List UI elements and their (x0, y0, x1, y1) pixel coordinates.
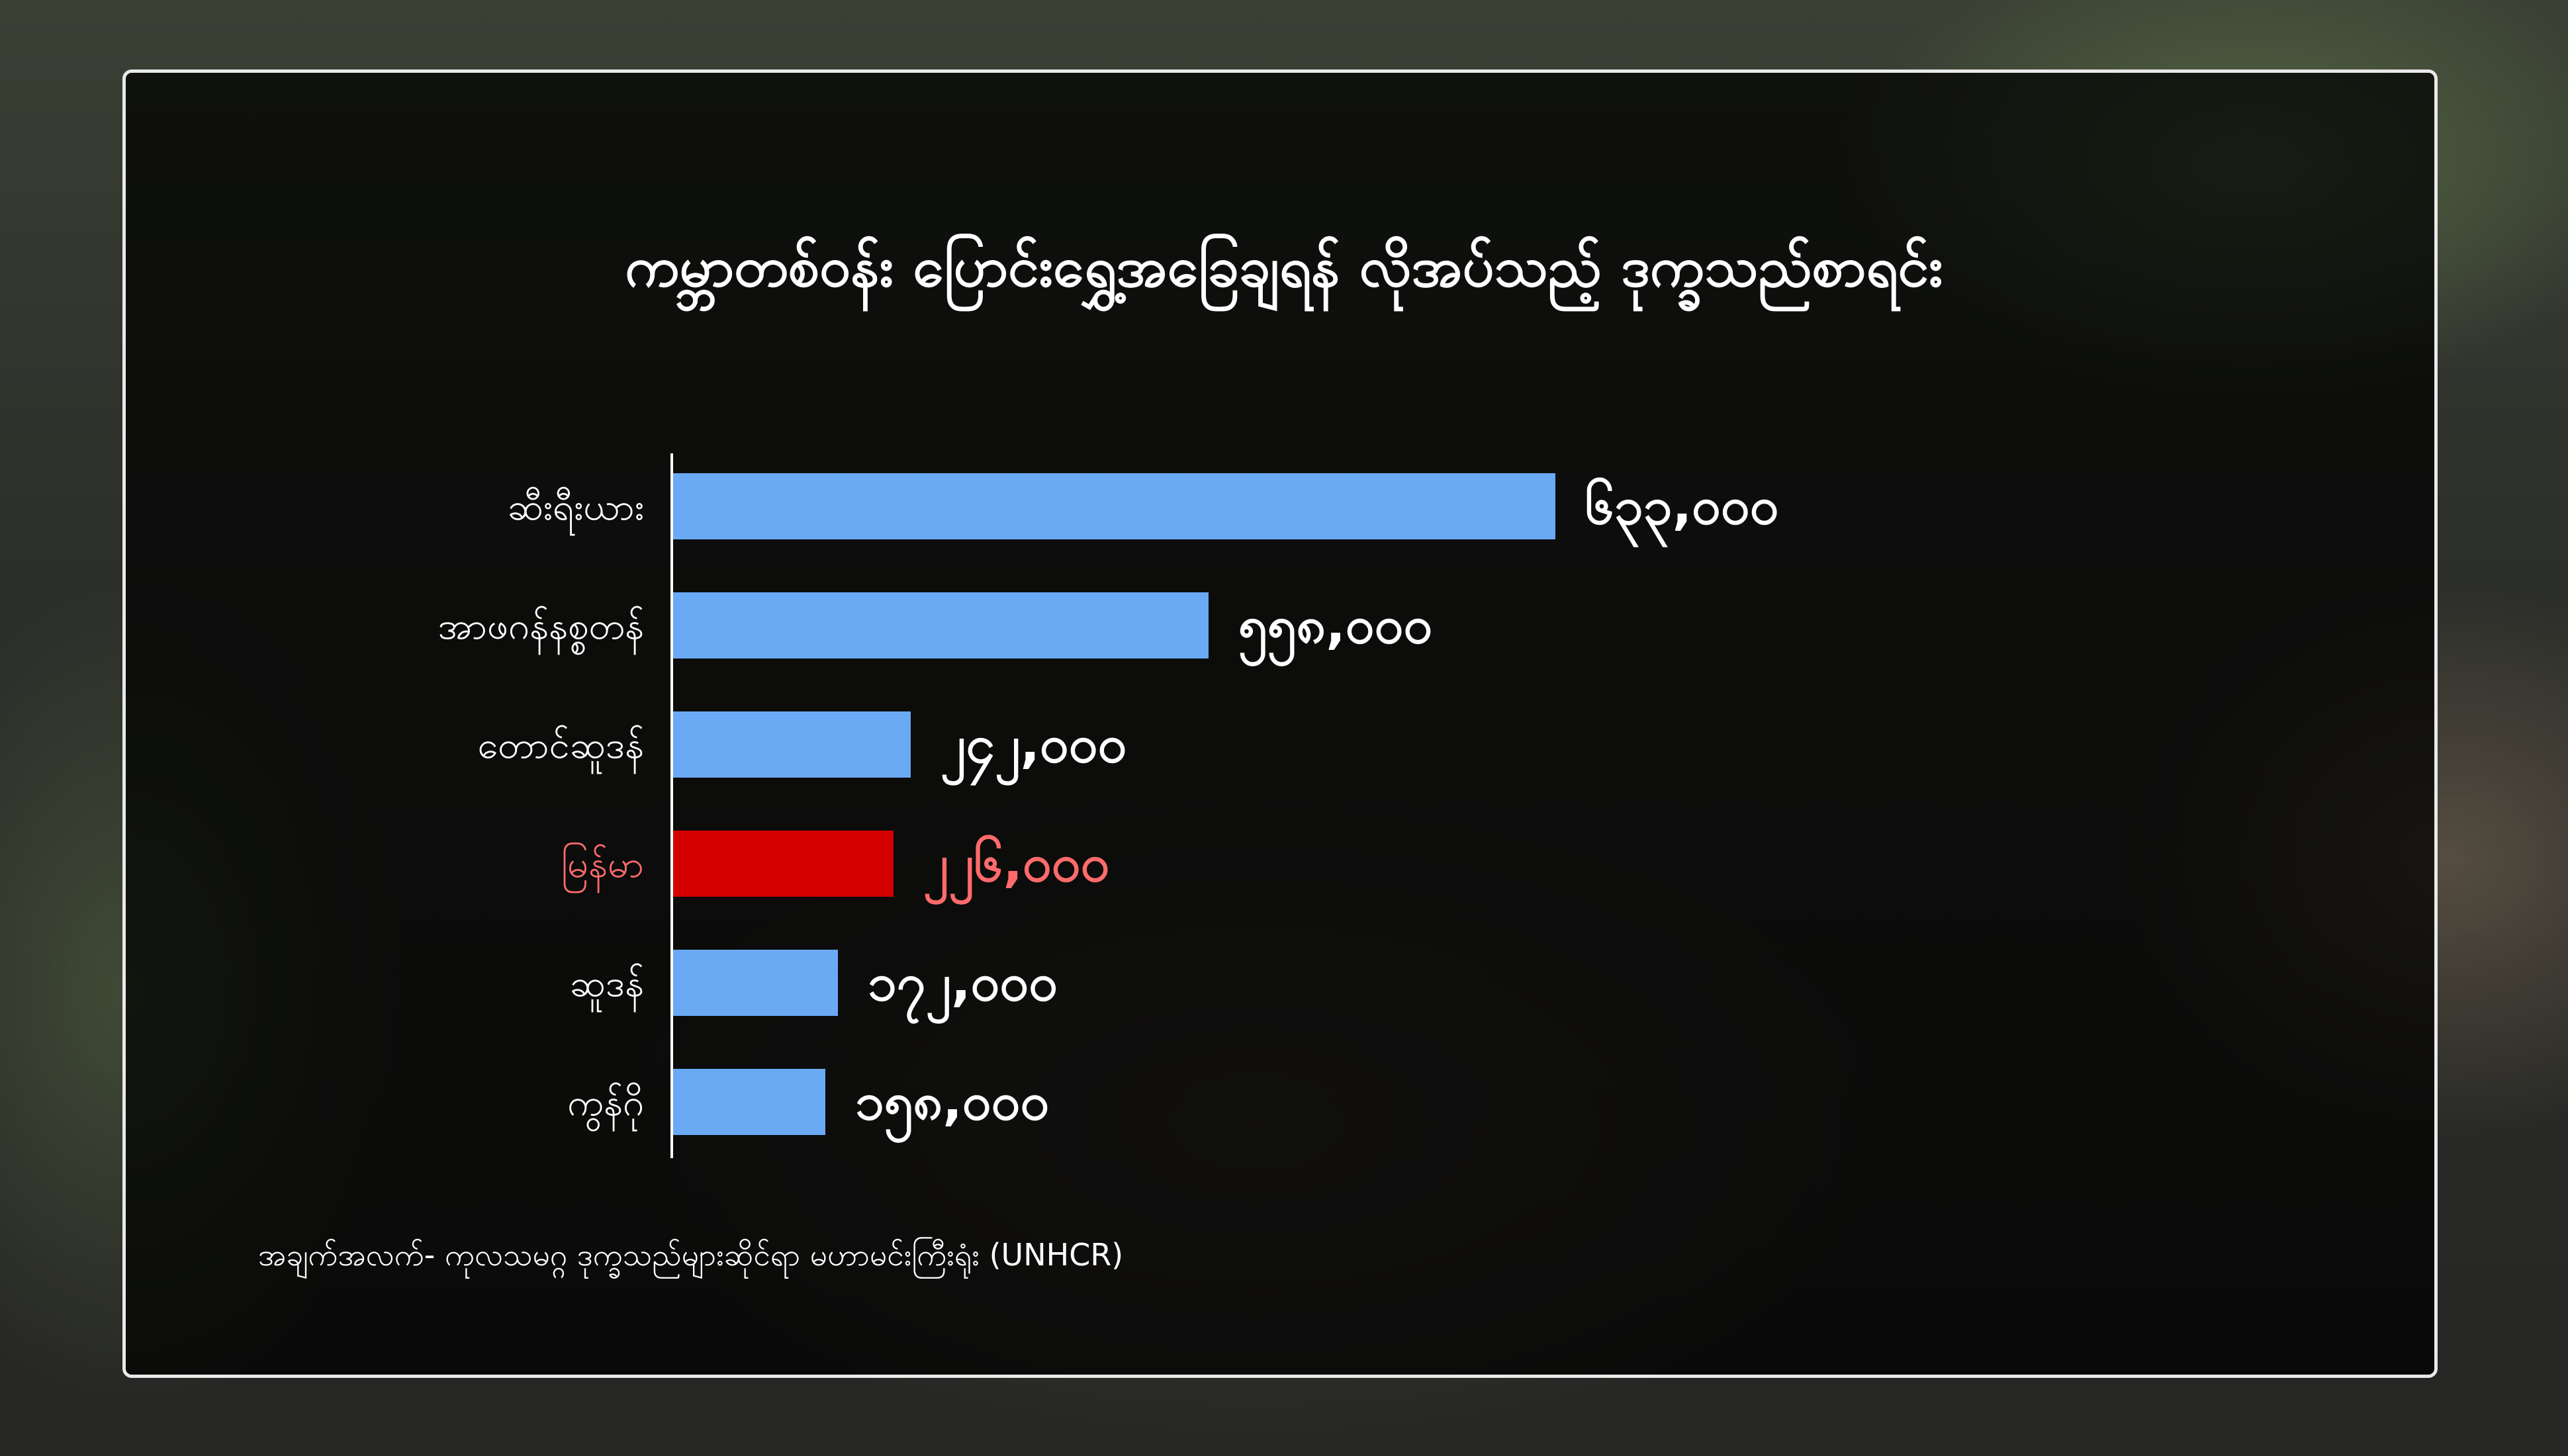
category-label: ဆီးရီးယား (508, 486, 644, 535)
category-label: အာဖဂန်နစ္စတန် (438, 605, 644, 655)
value-label: ၂၂၆,၀၀၀ (923, 834, 1110, 905)
bar (672, 831, 894, 897)
category-label: ဆူဒန် (570, 962, 644, 1012)
value-label: ၂၄၂,၀၀၀ (940, 715, 1127, 786)
category-label: မြန်မာ (561, 842, 644, 893)
category-label: ကွန်ဂို (567, 1081, 644, 1131)
value-label: ၁၇၂,၀၀၀ (868, 953, 1058, 1024)
bar (672, 592, 1209, 659)
category-label: တောင်ဆူဒန် (478, 724, 644, 774)
value-label: ၁၅၈,၀၀၀ (855, 1072, 1050, 1143)
value-label: ၆၃၃,၀၀၀ (1585, 477, 1779, 547)
bar (672, 950, 838, 1016)
source-note: အချက်အလက်- ကုလသမဂ္ဂ ဒုက္ခသည်များဆိုင်ရာ … (258, 1237, 1124, 1273)
bar (672, 1069, 825, 1135)
chart-title: ကမ္ဘာတစ်ဝန်း ပြောင်းရွှေ့အခြေချရန် လိုအပ… (625, 234, 1943, 299)
bar (672, 711, 911, 778)
bar (672, 473, 1555, 539)
chart-panel (122, 69, 2438, 1378)
value-label: ၅၅၈,၀၀၀ (1238, 596, 1433, 666)
